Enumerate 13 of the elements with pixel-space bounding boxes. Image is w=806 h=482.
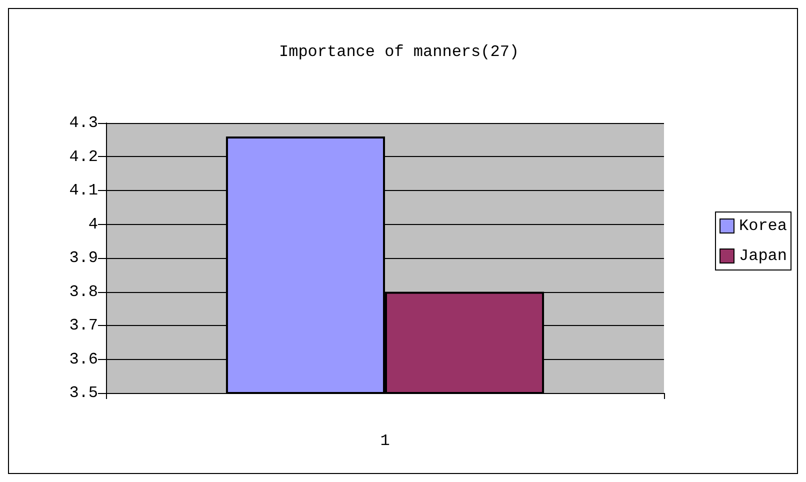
y-tick-label: 4 bbox=[88, 215, 98, 234]
x-tick-label: 1 bbox=[380, 432, 390, 450]
legend-label: Korea bbox=[738, 217, 788, 235]
y-tick-label: 4.2 bbox=[69, 148, 98, 166]
y-tick-label: 3.8 bbox=[69, 282, 98, 301]
legend-label: Japan bbox=[738, 247, 788, 265]
y-tick-label: 3.7 bbox=[69, 316, 98, 334]
y-tick-label: 3.5 bbox=[69, 384, 98, 402]
y-tick-label: 3.9 bbox=[69, 249, 98, 267]
chart-title: Importance of manners(27) bbox=[278, 43, 520, 61]
y-tick-label: 4.3 bbox=[69, 114, 98, 132]
y-tick-label: 3.6 bbox=[69, 350, 98, 368]
y-tick-label: 4.1 bbox=[69, 182, 98, 200]
